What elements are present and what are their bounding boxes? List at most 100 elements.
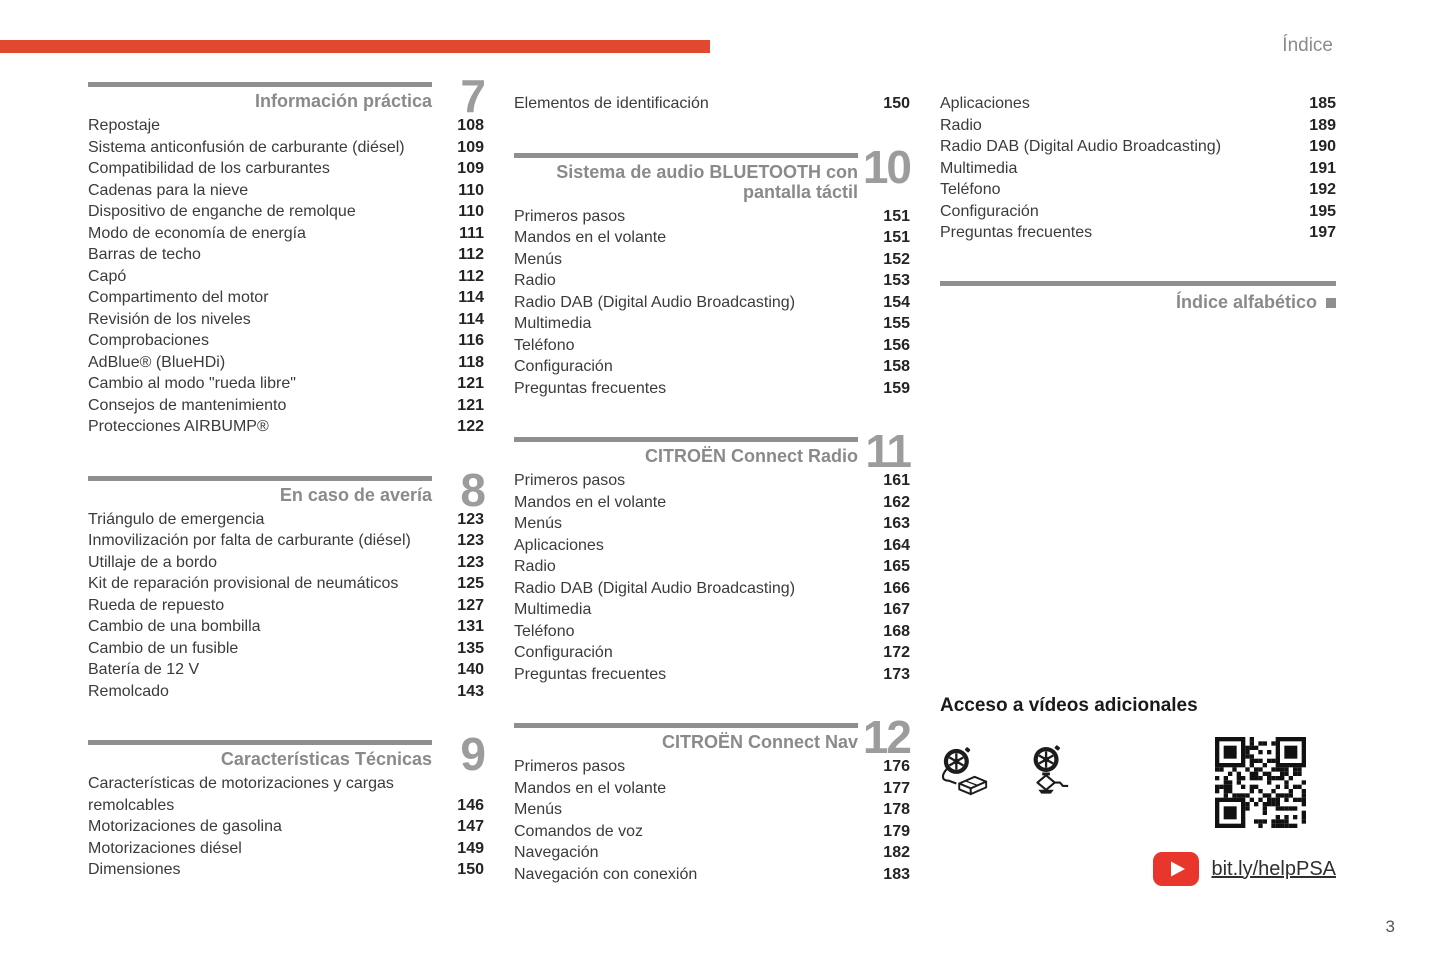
toc-item-page: 114 [458,289,484,306]
toc-column-right: Aplicaciones 185 Radio 189 Radio DAB (Digita… [940,78,1336,886]
toc-item-page: 110 [458,181,484,199]
toc-item-label: Multimedia [514,315,592,332]
section-number: 11 [865,425,912,477]
section-title-line: CITROËN Connect Nav [661,732,858,752]
toc-item[interactable]: Triángulo de emergencia 123 [88,509,484,531]
toc-item[interactable]: Comprobaciones 116 [88,330,484,352]
toc-item[interactable]: Radio 189 [940,115,1336,137]
toc-item[interactable]: Configuración 172 [514,642,910,664]
toc-item[interactable]: Navegación 182 [514,842,910,864]
toc-item-label: Navegación con conexión [514,865,698,883]
section-title-line: Información práctica [254,91,432,111]
toc-item[interactable]: Radio 153 [514,270,910,292]
toc-item-label: Teléfono [940,181,1001,198]
toc-item[interactable]: Batería de 12 V 140 [88,659,484,681]
toc-item-label: Características de motorizaciones y carg… [88,775,394,792]
toc-item[interactable]: Modo de economía de energía 111 [88,223,484,245]
toc-item[interactable]: Navegación con conexión 183 [514,864,910,886]
toc-item[interactable]: Utillaje de a bordo 123 [88,552,484,574]
toc-item[interactable]: Aplicaciones 185 [940,93,1336,115]
toc-item[interactable]: Multimedia 167 [514,599,910,621]
toc-item[interactable]: Teléfono 156 [514,335,910,357]
toc-item-page: 121 [457,375,484,392]
toc-item[interactable]: Primeros pasos 161 [514,470,910,492]
toc-item[interactable]: AdBlue® (BlueHDi) 118 [88,352,484,374]
toc-item[interactable]: Primeros pasos 176 [514,756,910,778]
toc-item-page: 153 [883,272,910,289]
toc-item[interactable]: Dispositivo de enganche de remolque 110 [88,201,484,223]
toc-item[interactable]: Sistema anticonfusión de carburante (dié… [88,137,484,159]
toc-item[interactable]: Cadenas para la nieve 110 [88,180,484,202]
toc-item[interactable]: Compartimento del motor 114 [88,287,484,309]
toc-item-page: 191 [1309,159,1336,177]
toc-item[interactable]: Revisión de los niveles 114 [88,309,484,331]
toc-item-page: 164 [883,536,910,554]
toc-item[interactable]: Cambio de un fusible 135 [88,638,484,660]
toc-item[interactable]: Preguntas frecuentes 159 [514,378,910,400]
toc-item[interactable]: Mandos en el volante 151 [514,227,910,249]
toc-item[interactable]: Teléfono 192 [940,179,1336,201]
toc-item-label: Cadenas para la nieve [88,181,249,199]
toc-item[interactable]: Mandos en el volante 177 [514,778,910,800]
alphabetical-index-header: Índice alfabético [940,280,1336,312]
toc-item[interactable]: Radio DAB (Digital Audio Broadcasting) 19… [940,136,1336,158]
toc-item[interactable]: Repostaje 108 [88,115,484,137]
toc-item[interactable]: Motorizaciones diésel 149 [88,838,484,860]
toc-item-label: Configuración [514,644,613,661]
videos-heading: Acceso a vídeos adicionales [940,695,1198,716]
toc-item[interactable]: Consejos de mantenimiento 121 [88,395,484,417]
toc-item[interactable]: Menús 163 [514,513,910,535]
toc-item[interactable]: Preguntas frecuentes 173 [514,664,910,686]
toc-item[interactable]: Radio DAB (Digital Audio Broadcasting) 15… [514,292,910,314]
toc-item[interactable]: Preguntas frecuentes 197 [940,222,1336,244]
toc-item[interactable]: Kit de reparación provisional de neumáti… [88,573,484,595]
toc-item-page: 185 [1309,95,1336,112]
toc-item-page: 168 [883,622,910,640]
toc-item-label: Batería de 12 V [88,661,200,678]
toc-item[interactable]: Comandos de voz 179 [514,821,910,843]
toc-item-label: Radio DAB (Digital Audio Broadcasting) [940,138,1222,155]
toc-item[interactable]: Menús 178 [514,799,910,821]
toc-item-label: Teléfono [514,336,575,354]
toc-item[interactable]: Características de motorizaciones y carg… [88,773,484,795]
toc-item[interactable]: Radio DAB (Digital Audio Broadcasting) 16… [514,578,910,600]
toc-item[interactable]: Barras de techo 112 [88,244,484,266]
toc-item[interactable]: Multimedia 191 [940,158,1336,180]
toc-item-page: 158 [883,358,910,375]
toc-item[interactable]: Cambio de una bombilla 131 [88,616,484,638]
toc-item-label: AdBlue® (BlueHDi) [88,353,226,371]
toc-item[interactable]: Menús 152 [514,249,910,271]
toc-items: Primeros pasos 161 Mandos en el volante 162… [514,470,910,685]
toc-item[interactable]: Mandos en el volante 162 [514,492,910,514]
toc-item[interactable]: Cambio al modo "rueda libre" 121 [88,373,484,395]
toc-item[interactable]: Radio 165 [514,556,910,578]
toc-item-label: Kit de reparación provisional de neumáti… [88,575,399,592]
toc-item[interactable]: Remolcado 143 [88,681,484,703]
toc-item[interactable]: Rueda de repuesto 127 [88,595,484,617]
toc-item[interactable]: Motorizaciones de gasolina 147 [88,816,484,838]
toc-item-page: 192 [1309,181,1336,198]
toc-item-page: 162 [883,493,910,511]
toc-item[interactable]: Protecciones AIRBUMP® 122 [88,416,484,438]
section-number: 8 [460,463,486,516]
toc-item[interactable]: Configuración 195 [940,201,1336,223]
toc-item[interactable]: Dimensiones 150 [88,859,484,881]
toc-item-label: Preguntas frecuentes [514,379,667,397]
toc-item-label: Preguntas frecuentes [940,224,1093,241]
toc-item[interactable]: remolcables 146 [88,795,484,817]
youtube-play-icon[interactable] [1153,852,1200,886]
toc-item[interactable]: Configuración 158 [514,356,910,378]
toc-item[interactable]: Multimedia 155 [514,313,910,335]
section-number: 7 [460,70,486,122]
toc-item[interactable]: Inmovilización por falta de carburante (… [88,530,484,552]
section-title: Características Técnicas [88,749,432,769]
toc-item[interactable]: Compatibilidad de los carburantes 109 [88,158,484,180]
toc-item[interactable]: Primeros pasos 151 [514,206,910,228]
toc-item[interactable]: Aplicaciones 164 [514,535,910,557]
toc-item[interactable]: Capó 112 [88,266,484,288]
toc-item-page: 161 [883,472,910,489]
toc-item[interactable]: Elementos de identificación 150 [514,93,910,115]
toc-item[interactable]: Teléfono 168 [514,621,910,643]
video-link[interactable]: bit.ly/helpPSA [1211,857,1336,880]
toc-item-label: Multimedia [514,601,592,618]
